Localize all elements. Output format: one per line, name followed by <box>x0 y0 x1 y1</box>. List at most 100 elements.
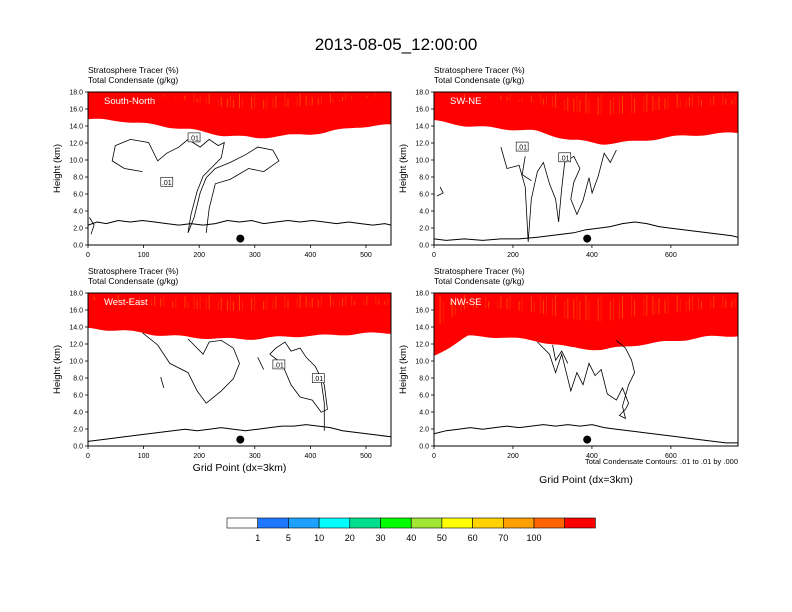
panel-0: .01.01South-NorthStratosphere Tracer (%)… <box>52 65 391 259</box>
contour-label: .01 <box>274 362 284 369</box>
x-tick-label: 200 <box>193 252 205 259</box>
y-tick-label: 0.0 <box>419 243 429 250</box>
y-tick-label: 6.0 <box>419 192 429 199</box>
panel-label: West-East <box>104 297 148 308</box>
y-tick-label: 14.0 <box>69 325 83 332</box>
y-tick-label: 2.0 <box>419 226 429 233</box>
y-tick-label: 6.0 <box>73 192 83 199</box>
y-tick-label: 2.0 <box>73 427 83 434</box>
colorbar-cell <box>288 518 319 528</box>
contour-label: .01 <box>189 135 199 142</box>
y-tick-label: 6.0 <box>419 393 429 400</box>
colorbar-label: 70 <box>498 533 508 543</box>
x-tick-label: 0 <box>432 453 436 460</box>
panel-title-line2: Total Condensate (g/kg) <box>434 75 524 85</box>
y-tick-label: 6.0 <box>73 393 83 400</box>
colorbar-label: 30 <box>375 533 385 543</box>
panel-title-line1: Stratosphere Tracer (%) <box>88 65 179 75</box>
y-tick-label: 12.0 <box>415 342 429 349</box>
y-tick-label: 0.0 <box>419 444 429 451</box>
colorbar-label: 1 <box>255 533 260 543</box>
colorbar-cell <box>503 518 534 528</box>
x-tick-label: 400 <box>305 453 317 460</box>
y-tick-label: 10.0 <box>69 359 83 366</box>
location-marker <box>583 436 591 444</box>
x-tick-label: 400 <box>305 252 317 259</box>
y-tick-label: 18.0 <box>415 291 429 298</box>
panel-title-line2: Total Condensate (g/kg) <box>88 75 178 85</box>
x-tick-label: 200 <box>507 453 519 460</box>
y-axis-label: Height (km) <box>398 345 409 394</box>
y-tick-label: 4.0 <box>73 410 83 417</box>
location-marker <box>236 235 244 243</box>
x-tick-label: 300 <box>249 252 261 259</box>
y-tick-label: 16.0 <box>69 107 83 114</box>
colorbar-label: 100 <box>526 533 541 543</box>
tracer-fill <box>88 293 391 446</box>
colorbar-cell <box>534 518 565 528</box>
y-tick-label: 4.0 <box>419 209 429 216</box>
y-tick-label: 2.0 <box>73 226 83 233</box>
x-tick-label: 400 <box>586 252 598 259</box>
colorbar-label: 60 <box>468 533 478 543</box>
colorbar-cell <box>442 518 473 528</box>
contour-footnote: Total Condensate Contours: .01 to .01 by… <box>585 457 738 466</box>
figure-title: 2013-08-05_12:00:00 <box>315 35 478 54</box>
y-tick-label: 10.0 <box>415 158 429 165</box>
y-tick-label: 18.0 <box>69 90 83 97</box>
y-tick-label: 10.0 <box>69 158 83 165</box>
x-tick-label: 200 <box>507 252 519 259</box>
y-tick-label: 8.0 <box>419 175 429 182</box>
y-tick-label: 2.0 <box>419 427 429 434</box>
panel-title-line1: Stratosphere Tracer (%) <box>88 266 179 276</box>
location-marker <box>583 235 591 243</box>
y-axis-label: Height (km) <box>398 144 409 193</box>
colorbar-label: 10 <box>314 533 324 543</box>
y-tick-label: 18.0 <box>69 291 83 298</box>
contour-label: .01 <box>313 376 323 383</box>
y-tick-label: 18.0 <box>415 90 429 97</box>
x-tick-label: 200 <box>193 453 205 460</box>
y-tick-label: 12.0 <box>69 141 83 148</box>
y-tick-label: 10.0 <box>415 359 429 366</box>
x-tick-label: 300 <box>249 453 261 460</box>
contour-label: .01 <box>517 145 527 152</box>
y-tick-label: 0.0 <box>73 243 83 250</box>
tracer-fill <box>434 293 738 446</box>
y-tick-label: 8.0 <box>73 175 83 182</box>
panel-title-line2: Total Condensate (g/kg) <box>88 276 178 286</box>
panel-label: NW-SE <box>450 297 482 308</box>
panel-label: South-North <box>104 96 155 107</box>
colorbar-cell <box>227 518 258 528</box>
x-tick-label: 100 <box>138 453 150 460</box>
colorbar-label: 5 <box>286 533 291 543</box>
panel-label: SW-NE <box>450 96 482 107</box>
x-tick-label: 600 <box>665 252 677 259</box>
y-axis-label: Height (km) <box>52 345 63 394</box>
y-tick-label: 12.0 <box>69 342 83 349</box>
panel-3: NW-SEStratosphere Tracer (%)Total Conden… <box>398 266 738 486</box>
x-tick-label: 500 <box>360 252 372 259</box>
panels: .01 .01 South-North Stratosphere Tracer (%)… <box>52 65 738 486</box>
y-tick-label: 16.0 <box>415 107 429 114</box>
panel-title-line1: Stratosphere Tracer (%) <box>434 266 525 276</box>
y-tick-label: 14.0 <box>415 325 429 332</box>
colorbar-cell <box>319 518 350 528</box>
panel-title-line2: Total Condensate (g/kg) <box>434 276 524 286</box>
colorbar-label: 20 <box>345 533 355 543</box>
contour-label: .01 <box>560 155 570 162</box>
y-tick-label: 8.0 <box>73 376 83 383</box>
y-tick-label: 16.0 <box>415 308 429 315</box>
figure: 2013-08-05_12:00:00 .01 .01 South-North Str… <box>0 0 792 612</box>
x-axis-label: Grid Point (dx=3km) <box>193 462 287 474</box>
location-marker <box>236 436 244 444</box>
y-tick-label: 0.0 <box>73 444 83 451</box>
x-tick-label: 0 <box>432 252 436 259</box>
panel-title-line1: Stratosphere Tracer (%) <box>434 65 525 75</box>
colorbar-cell <box>350 518 381 528</box>
x-tick-label: 100 <box>138 252 150 259</box>
x-tick-label: 0 <box>86 252 90 259</box>
y-tick-label: 4.0 <box>73 209 83 216</box>
x-axis-label: Grid Point (dx=3km) <box>539 474 633 486</box>
panel-1: .01 .01 SW-NE Stratosphere Tracer (%)Total … <box>398 65 738 259</box>
